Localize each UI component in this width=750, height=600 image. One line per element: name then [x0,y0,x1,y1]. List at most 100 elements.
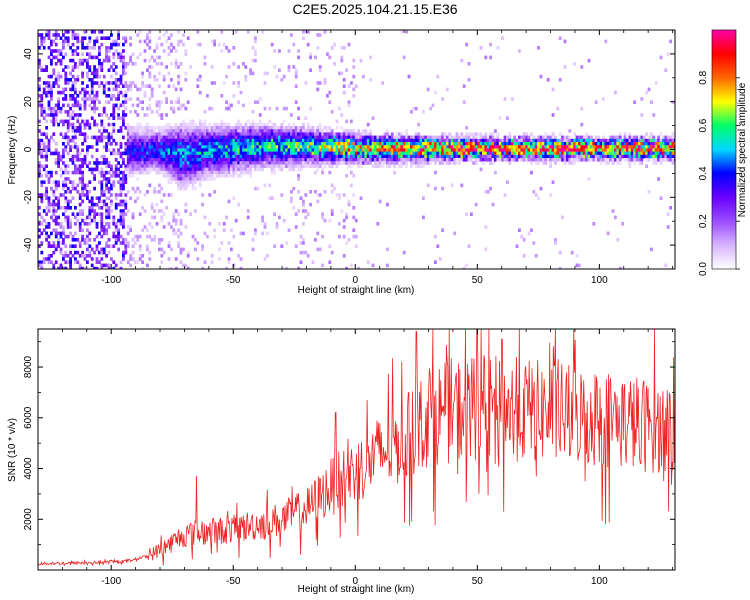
spectrogram-cell [342,90,346,95]
spectrogram-cell [280,164,284,168]
spectrogram-cell [213,135,216,140]
spectrogram-cell [155,154,159,159]
spectrogram-cell [172,215,176,220]
spectrogram-cell [472,148,476,152]
spectrogram-cell [117,174,120,178]
spectrogram-cell [638,154,641,159]
spectrogram-cell [496,154,500,159]
spectrogram-cell [95,148,99,152]
spectrogram-cell [83,87,87,92]
spectrogram-cell [393,170,396,175]
spectrogram-cell [486,135,490,140]
spectrogram-cell [52,106,56,111]
spectrogram-cell [508,158,512,162]
spectrogram-cell [210,148,214,152]
spectrogram-cell [477,132,480,136]
spectrogram-cell [441,148,444,152]
spectrogram-cell [88,46,92,50]
spectrogram-cell [465,148,468,152]
spectrogram-cell [134,148,137,152]
spectrogram-cell [213,138,216,143]
spectrogram-cell [57,110,60,114]
spectrogram-cell [551,142,555,146]
spectrogram-cell [129,228,132,232]
spectrogram-cell [117,55,120,60]
spectrogram-cell [78,132,82,136]
spectrogram-cell [107,206,111,210]
spectrogram-cell [506,154,509,159]
spectrogram-cell [158,103,161,108]
spectrogram-cell [196,174,200,178]
spectrogram-cell [340,71,344,76]
spectrogram-cell [105,81,108,85]
spectrogram-cell [436,135,440,140]
spectrogram-cell [256,158,260,162]
spectrogram-cell [645,142,648,146]
spectrogram-cell [148,170,152,175]
spectrogram-cell [225,148,228,152]
spectrogram-cell [561,151,564,156]
spectrogram-cell [390,158,394,162]
spectrogram-cell [112,260,116,264]
spectrogram-cell [546,158,550,162]
spectrogram-cell [393,138,396,143]
spectrogram-cell [244,129,248,133]
spectrogram-cell [657,135,660,140]
spectrogram-cell [81,228,84,232]
spectrogram-cell [316,164,320,168]
spectrogram-cell [138,129,142,133]
spectrogram-cell [107,49,111,53]
spectrogram-cell [597,145,600,149]
spectrogram-cell [352,65,356,69]
spectrogram-cell [330,250,334,255]
spectrogram-cell [436,145,440,149]
spectrogram-cell [81,148,84,152]
spectrogram-cell [280,154,284,159]
spectrogram-cell [237,135,240,140]
spectrogram-cell [64,132,68,136]
spectrogram-cell [330,161,334,165]
spectrogram-cell [162,151,166,156]
spectrogram-cell [623,148,627,152]
spectrogram-cell [50,49,53,53]
spectrogram-cell [213,145,216,149]
spectrogram-cell [206,142,209,146]
spectrogram-cell [364,161,368,165]
spectrogram-cell [251,158,255,162]
spectrogram-cell [153,129,156,133]
spectrogram-cell [239,90,243,95]
spectrogram-cell [170,42,173,47]
spectrogram-cell [647,138,651,143]
spectrogram-cell [198,122,202,127]
spectrogram-cell [429,151,432,156]
spectrogram-cell [107,161,111,165]
spectrogram-cell [182,154,185,159]
spectrogram-cell [299,138,303,143]
spectrogram-cell [184,52,188,56]
spectrogram-cell [362,132,365,136]
spectrogram-cell [458,148,461,152]
spectrogram-cell [549,151,552,156]
spectrogram-cell [112,222,116,226]
spectrogram-cell [155,158,159,162]
spectrogram-cell [362,129,365,133]
spectrogram-cell [302,30,305,34]
spectrogram-cell [201,126,204,130]
spectrogram-cell [431,158,435,162]
spectrogram-cell [126,225,130,229]
spectrogram-cell [273,129,276,133]
spectrogram-cell [412,154,416,159]
spectrogram-cell [114,170,118,175]
spectrogram-cell [405,154,408,159]
spectrogram-cell [326,148,329,152]
spectrogram-cell [239,126,243,130]
spectrogram-cell [93,97,96,101]
spectrogram-cell [117,36,120,40]
spectrogram-cell [594,145,598,149]
spectrogram-cell [270,154,274,159]
spectrogram-cell [88,238,92,242]
spectrogram-cell [102,228,106,232]
spectrogram-cell [110,132,113,136]
spectrogram-cell [314,145,317,149]
spectrogram-cell [124,81,128,85]
